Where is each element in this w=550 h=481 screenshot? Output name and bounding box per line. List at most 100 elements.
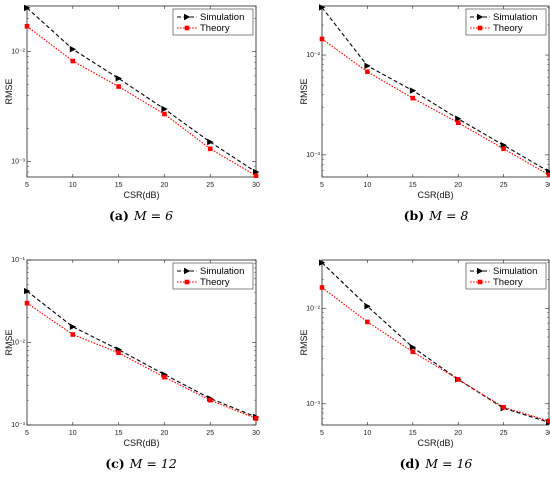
legend-entry: Simulation: [200, 266, 244, 277]
legend-entry: Simulation: [493, 266, 537, 277]
x-tick-label: 25: [500, 182, 508, 189]
series-marker-triangle: [69, 46, 77, 53]
x-tick-label: 10: [69, 182, 77, 189]
series-marker-triangle: [409, 87, 417, 94]
series-marker-square: [253, 173, 259, 178]
series-marker-square: [207, 397, 213, 403]
caption-letter: (a): [109, 208, 129, 223]
x-axis-label: CSR(dB): [417, 438, 453, 448]
series-marker-triangle: [319, 4, 326, 11]
x-tick-label: 10: [364, 182, 372, 189]
x-tick-label: 5: [25, 182, 29, 189]
series-marker-triangle: [24, 287, 31, 295]
series-line: [26, 290, 257, 418]
series-theory: [24, 23, 259, 178]
caption-math: M = 12: [129, 456, 177, 471]
series-marker-square: [184, 25, 190, 31]
legend-box: [172, 8, 254, 36]
x-tick-label: 10: [364, 430, 372, 437]
legend-entry: Theory: [493, 277, 523, 288]
legend-entry: Theory: [200, 277, 230, 288]
series-marker-square: [116, 350, 121, 356]
legend-entry: Theory: [493, 23, 523, 34]
y-tick-label: 10⁻³: [306, 152, 320, 159]
panel-caption: (a) M = 6: [109, 208, 173, 223]
series-marker-square: [319, 285, 325, 290]
series-marker-square: [70, 58, 76, 64]
series-marker-triangle: [69, 323, 77, 330]
series-marker-triangle: [477, 267, 484, 275]
series-marker-square: [24, 23, 30, 29]
x-tick-label: 30: [545, 430, 550, 437]
series-marker-triangle: [24, 4, 31, 12]
series-marker-triangle: [477, 13, 484, 21]
y-axis-label: RMSE: [299, 329, 309, 355]
series-theory: [24, 300, 259, 421]
x-axis-label: CSR(dB): [417, 190, 453, 200]
series-line: [26, 7, 257, 173]
series-marker-square: [162, 111, 167, 117]
series-marker-triangle: [184, 267, 191, 275]
panel-caption: (c) M = 12: [105, 456, 177, 471]
x-tick-label: 5: [320, 430, 324, 437]
series-marker-square: [162, 374, 167, 380]
chart-panel-3: 5 10 15 20 25 30 10⁻¹ 10⁻² 10⁻³ CSR(dB) RMSE Simula…: [4, 257, 260, 471]
series-marker-triangle: [364, 303, 371, 310]
series-marker-square: [501, 404, 506, 410]
series-marker-triangle: [409, 344, 417, 351]
chart-panel-4: 5 10 15 20 25 30 10⁻² 10⁻³ CSR(dB) RMSE Simulation…: [299, 259, 550, 471]
series-marker-square: [116, 84, 121, 89]
x-axis-label: CSR(dB): [123, 438, 159, 448]
x-tick-label: 15: [409, 182, 417, 189]
series-line: [26, 302, 257, 420]
series-marker-square: [319, 36, 325, 42]
series-marker-triangle: [115, 75, 122, 82]
series-line: [321, 262, 550, 423]
series-line: [321, 7, 550, 173]
x-tick-label: 30: [545, 182, 550, 189]
x-tick-label: 30: [252, 182, 260, 189]
panel-caption: (b) M = 8: [404, 208, 469, 223]
chart-panel-1: 5 10 15 20 25 30 10⁻² 10⁻³ CSR(dB) RMSE Simulation…: [4, 4, 260, 223]
legend-box: [172, 262, 254, 290]
x-tick-label: 25: [206, 182, 214, 189]
legend-box: [465, 262, 547, 290]
series-marker-square: [410, 95, 416, 101]
series-marker-triangle: [364, 62, 371, 70]
series-marker-triangle: [184, 13, 191, 21]
legend-entry: Theory: [200, 23, 230, 34]
series-marker-square: [546, 172, 550, 178]
legend-entry: Simulation: [493, 12, 537, 23]
panel-caption: (d) M = 16: [400, 456, 473, 471]
y-axis-label: RMSE: [4, 329, 14, 355]
series-marker-triangle: [455, 115, 462, 122]
y-tick-label: 10⁻³: [11, 158, 25, 165]
x-tick-label: 15: [409, 430, 417, 437]
caption-math: M = 16: [424, 456, 472, 471]
series-marker-square: [546, 418, 550, 424]
series-theory: [319, 285, 550, 424]
caption-letter: (b): [404, 208, 425, 223]
y-tick-label: 10⁻³: [11, 422, 25, 429]
x-tick-label: 15: [115, 430, 123, 437]
series-marker-square: [455, 377, 461, 382]
series-marker-square: [184, 279, 190, 285]
caption-math: M = 8: [428, 208, 468, 223]
series-marker-square: [455, 120, 461, 125]
y-tick-label: 10⁻³: [306, 401, 320, 408]
x-tick-label: 25: [500, 430, 508, 437]
x-tick-label: 20: [454, 182, 462, 189]
series-marker-square: [501, 146, 506, 152]
caption-math: M = 6: [133, 208, 173, 223]
series-marker-triangle: [207, 138, 214, 146]
y-tick-label: 10⁻²: [306, 52, 320, 59]
y-axis-label: RMSE: [4, 78, 14, 104]
caption-letter: (d): [400, 456, 421, 471]
x-tick-label: 20: [161, 182, 169, 189]
x-tick-label: 25: [206, 430, 214, 437]
series-marker-square: [253, 416, 259, 421]
y-tick-label: 10⁻²: [306, 305, 320, 312]
x-tick-label: 20: [161, 430, 169, 437]
legend-entry: Simulation: [200, 12, 244, 23]
